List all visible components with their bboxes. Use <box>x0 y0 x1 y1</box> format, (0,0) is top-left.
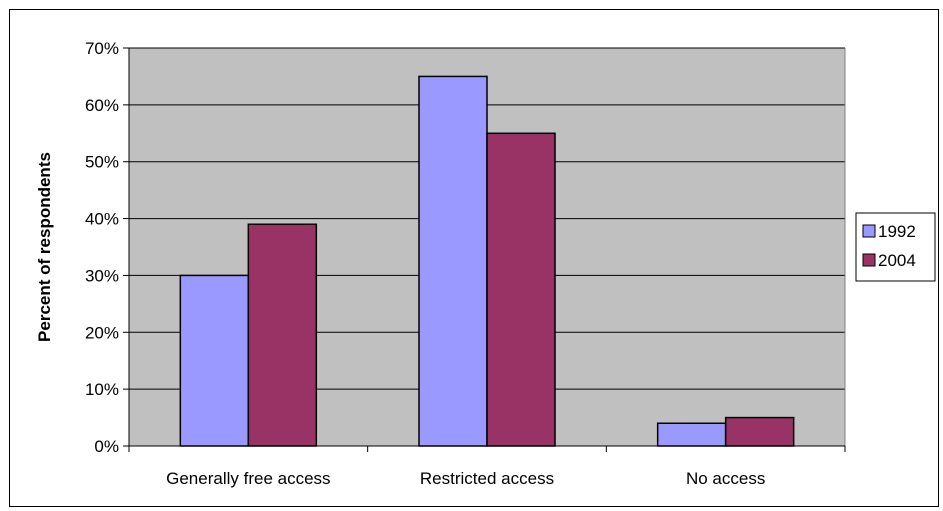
axes: 0% 10% 20% 30% 40% 50% 60% 70% Generally free ac… <box>85 39 846 488</box>
legend-label-2004: 2004 <box>878 251 916 270</box>
y-tick-label: 70% <box>85 39 119 58</box>
y-tick-label: 50% <box>85 153 119 172</box>
bar-1992-1 <box>418 75 488 447</box>
y-tick-label: 20% <box>85 323 119 342</box>
bar-2004-2 <box>724 416 795 447</box>
x-tick-label: No access <box>686 469 765 488</box>
x-tick-label: Generally free access <box>166 469 330 488</box>
bar-1992-0 <box>179 274 250 447</box>
y-tick-label: 60% <box>85 96 119 115</box>
y-tick-label: 0% <box>94 437 119 456</box>
legend-box <box>855 212 936 282</box>
y-tick-label: 40% <box>85 210 119 229</box>
y-tick-label: 30% <box>85 266 119 285</box>
bar-2004-0 <box>247 223 318 447</box>
x-tick-label: Restricted access <box>420 469 554 488</box>
legend-swatch-2004 <box>862 253 876 267</box>
legend: 1992 2004 <box>855 212 936 282</box>
legend-swatch-1992 <box>862 224 876 238</box>
y-tick-label: 10% <box>85 380 119 399</box>
legend-label-1992: 1992 <box>878 222 916 241</box>
y-axis-title: Percent of respondents <box>35 152 54 342</box>
bar-1992-2 <box>656 422 727 447</box>
bar-2004-1 <box>486 132 556 447</box>
bars <box>179 75 795 447</box>
